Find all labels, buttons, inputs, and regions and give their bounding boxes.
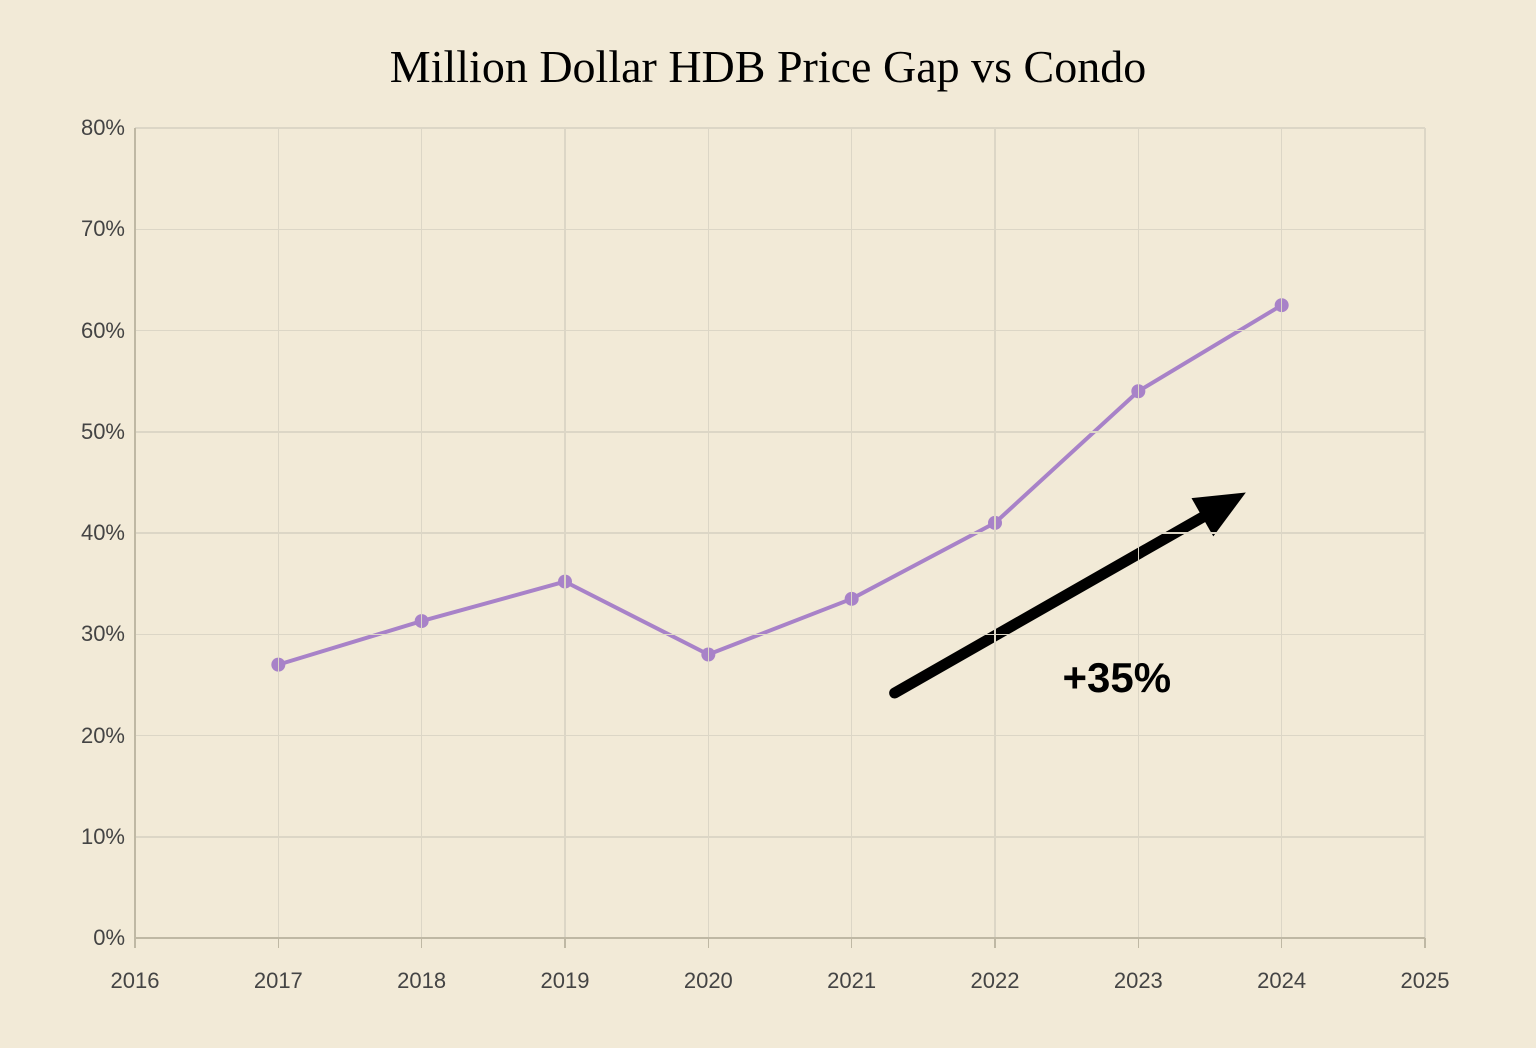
plot-border bbox=[134, 128, 136, 938]
y-tick-label: 60% bbox=[81, 318, 125, 344]
gridline-horizontal bbox=[135, 229, 1425, 231]
x-tick-label: 2023 bbox=[1114, 968, 1163, 994]
x-tick-mark bbox=[1138, 938, 1140, 948]
x-tick-mark bbox=[1424, 938, 1426, 948]
gridline-horizontal bbox=[135, 532, 1425, 534]
gridline-horizontal bbox=[135, 836, 1425, 838]
x-tick-label: 2020 bbox=[684, 968, 733, 994]
gridline-vertical bbox=[708, 128, 710, 938]
y-tick-label: 80% bbox=[81, 115, 125, 141]
gridline-horizontal bbox=[135, 634, 1425, 636]
x-tick-mark bbox=[708, 938, 710, 948]
gridline-vertical bbox=[1424, 128, 1426, 938]
y-tick-label: 20% bbox=[81, 723, 125, 749]
gridline-vertical bbox=[851, 128, 853, 938]
x-tick-label: 2018 bbox=[397, 968, 446, 994]
x-tick-label: 2017 bbox=[254, 968, 303, 994]
gridline-horizontal bbox=[135, 431, 1425, 433]
x-tick-label: 2024 bbox=[1257, 968, 1306, 994]
x-tick-mark bbox=[421, 938, 423, 948]
gridline-vertical bbox=[421, 128, 423, 938]
y-tick-label: 0% bbox=[93, 925, 125, 951]
x-tick-label: 2021 bbox=[827, 968, 876, 994]
gridline-vertical bbox=[994, 128, 996, 938]
y-tick-label: 40% bbox=[81, 520, 125, 546]
chart-title: Million Dollar HDB Price Gap vs Condo bbox=[0, 40, 1536, 93]
plot-area: 0%10%20%30%40%50%60%70%80%20162017201820… bbox=[135, 128, 1425, 938]
x-tick-mark bbox=[564, 938, 566, 948]
series-line bbox=[278, 305, 1281, 664]
gridline-horizontal bbox=[135, 127, 1425, 129]
annotation-label: +35% bbox=[1063, 654, 1172, 702]
gridline-vertical bbox=[1138, 128, 1140, 938]
x-tick-mark bbox=[1281, 938, 1283, 948]
gridline-vertical bbox=[564, 128, 566, 938]
chart-canvas: Million Dollar HDB Price Gap vs Condo 0%… bbox=[0, 0, 1536, 1048]
y-tick-label: 10% bbox=[81, 824, 125, 850]
gridline-horizontal bbox=[135, 330, 1425, 332]
x-tick-mark bbox=[134, 938, 136, 948]
y-tick-label: 70% bbox=[81, 216, 125, 242]
x-tick-mark bbox=[851, 938, 853, 948]
y-tick-label: 30% bbox=[81, 621, 125, 647]
y-tick-label: 50% bbox=[81, 419, 125, 445]
gridline-vertical bbox=[1281, 128, 1283, 938]
x-tick-label: 2019 bbox=[541, 968, 590, 994]
x-tick-label: 2022 bbox=[971, 968, 1020, 994]
x-tick-mark bbox=[994, 938, 996, 948]
plot-border bbox=[135, 937, 1425, 939]
x-tick-label: 2016 bbox=[111, 968, 160, 994]
gridline-horizontal bbox=[135, 735, 1425, 737]
gridline-vertical bbox=[278, 128, 280, 938]
x-tick-mark bbox=[278, 938, 280, 948]
x-tick-label: 2025 bbox=[1401, 968, 1450, 994]
